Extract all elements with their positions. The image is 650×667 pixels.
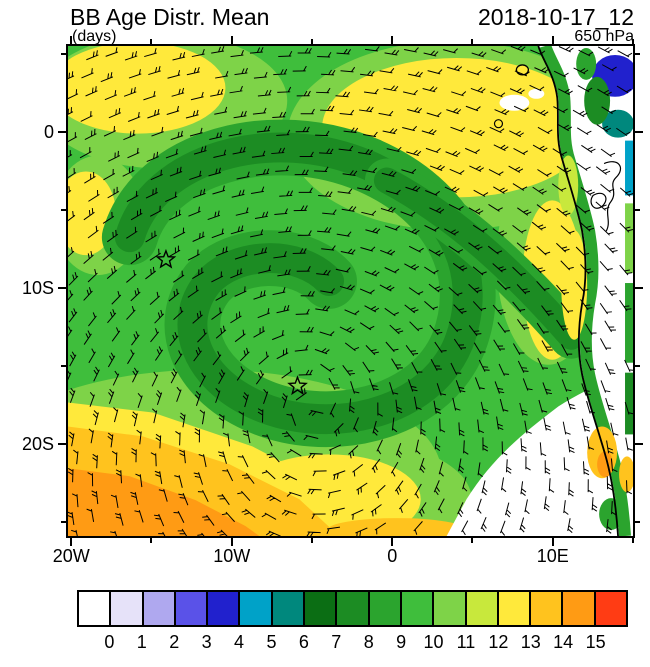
inland-contour (590, 192, 607, 209)
y-tick-label: 0 (43, 121, 54, 142)
axis-tick (310, 538, 313, 543)
axis-tick (635, 52, 640, 55)
colorbar-cell (240, 592, 273, 625)
page-title: BB Age Distr. Mean (70, 4, 270, 30)
axis-tick (632, 538, 634, 543)
axis-tick (635, 208, 640, 211)
wind-barbs (68, 46, 633, 536)
colorbar-label: 15 (585, 632, 606, 652)
axis-tick (230, 36, 233, 44)
field-swirl (114, 132, 483, 435)
axis-tick (635, 442, 643, 445)
field-region (327, 518, 467, 536)
units-label: (days) (72, 28, 117, 45)
colorbar-cell (369, 592, 402, 625)
valid-time-label: 2018-10-17_12 (477, 4, 634, 30)
colorbar-label: 13 (520, 632, 541, 652)
x-tick-label: 0 (387, 546, 398, 566)
axis-tick (635, 130, 643, 133)
inland-contour (603, 161, 621, 232)
colorbar-label: 3 (201, 632, 212, 652)
colorbar-label: 14 (553, 632, 574, 652)
map-frame (66, 44, 635, 538)
axis-tick (230, 538, 233, 546)
colorbar-cell (531, 592, 564, 625)
x-tick-label: 10W (213, 546, 251, 566)
x-tick-label: 10E (536, 546, 569, 566)
field-region (625, 283, 633, 363)
clear-patch (528, 88, 545, 99)
clear-air-region (446, 374, 633, 536)
colorbar-label: 6 (298, 632, 309, 652)
axis-tick (391, 36, 394, 44)
field-band (373, 167, 585, 350)
colorbar-label: 2 (169, 632, 180, 652)
colorbar-cell (272, 592, 306, 625)
field-region (619, 456, 633, 493)
colorbar-label: 11 (456, 632, 476, 652)
colorbar-cell (595, 592, 627, 625)
colorbar-label: 12 (488, 632, 509, 652)
field-region (68, 468, 260, 536)
colorbar-cell (79, 592, 112, 625)
colorbar-cell (563, 592, 596, 625)
axis-tick (391, 538, 394, 546)
colorbar-label: 1 (136, 632, 147, 652)
pressure-level-label: 650 hPa (574, 28, 634, 45)
small-contour-circle (493, 119, 504, 129)
colorbar (77, 590, 628, 627)
axis-tick (70, 538, 73, 546)
colorbar-cell (208, 592, 241, 625)
colorbar-label: 9 (396, 632, 407, 652)
axis-tick (635, 520, 640, 523)
field-region (561, 230, 588, 340)
field-region (602, 109, 633, 138)
axis-tick (150, 538, 153, 543)
colorbar-cell (337, 592, 370, 625)
field-region (584, 76, 611, 125)
axis-tick (551, 36, 554, 44)
field-region (68, 46, 226, 134)
coastline (537, 46, 619, 536)
colorbar-cell (401, 592, 435, 625)
colorbar-cell (498, 592, 532, 625)
y-tick-label: 10S (21, 277, 54, 298)
colorbar-cell (466, 592, 499, 625)
axis-tick (58, 130, 66, 133)
map-plot (68, 46, 633, 536)
colorbar-label: 10 (423, 632, 444, 652)
axis-tick (551, 538, 554, 546)
colorbar-label: 5 (266, 632, 277, 652)
field-region (625, 140, 633, 196)
x-tick-label: 20W (52, 546, 90, 566)
field-region (599, 498, 624, 531)
colorbar-cell (111, 592, 144, 625)
colorbar-cell (175, 592, 209, 625)
colorbar-cell (143, 592, 176, 625)
axis-tick (58, 442, 66, 445)
y-tick-label: 20S (21, 433, 54, 454)
axis-tick (471, 538, 474, 543)
colorbar-label: 4 (234, 632, 245, 652)
field-region (576, 47, 597, 80)
colorbar-cell (305, 592, 338, 625)
star-marker (287, 375, 308, 396)
field-region (625, 203, 633, 274)
colorbar-cell (434, 592, 467, 625)
star-marker (155, 248, 177, 269)
axis-tick (58, 286, 66, 289)
colorbar-labels: 0 1 2 3 4 5 6 7 8 9 10 11 12 13 14 15 (77, 632, 628, 654)
colorbar-label: 8 (363, 632, 374, 652)
colorbar-label: 7 (331, 632, 342, 652)
axis-tick (635, 364, 640, 367)
colorbar-label: 0 (104, 632, 115, 652)
axis-tick (635, 286, 643, 289)
clear-patch (499, 94, 530, 111)
field-region (625, 372, 633, 435)
